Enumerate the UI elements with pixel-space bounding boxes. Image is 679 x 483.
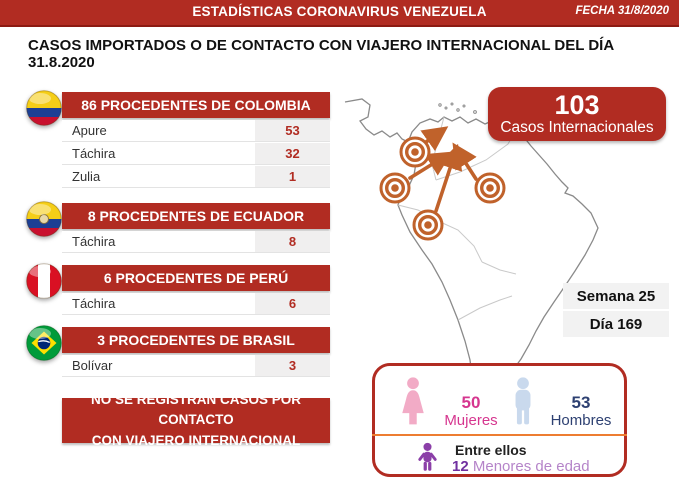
man-icon [509, 376, 537, 431]
case-count: 53 [255, 120, 330, 141]
state-name: Táchira [72, 296, 116, 311]
brasil-flag-icon [26, 325, 62, 361]
minors-label: Menores de edad [472, 458, 590, 475]
table-row: Zulia 1 [62, 166, 330, 188]
case-count: 32 [255, 143, 330, 164]
no-contact-note: NO SE REGISTRAN CASOS POR CONTACTO CON V… [62, 392, 330, 448]
central-america-outline [344, 98, 409, 143]
top-bar: ESTADÍSTICAS CORONAVIRUS VENEZUELA FECHA… [0, 0, 679, 27]
peru-section-header: 6 PROCEDENTES DE PERÚ [62, 265, 330, 291]
brasil-section-header: 3 PROCEDENTES DE BRASIL [62, 327, 330, 353]
week-box: Semana 25 [563, 283, 669, 309]
page-title: ESTADÍSTICAS CORONAVIRUS VENEZUELA [192, 4, 487, 19]
state-name: Bolívar [72, 358, 113, 373]
case-count: 1 [255, 166, 330, 187]
note-line2: CON VIAJERO INTERNACIONAL [91, 432, 301, 448]
minors-line: 12 Menores de edad [452, 458, 590, 475]
state-name: Apure [72, 123, 107, 138]
divider [372, 434, 627, 436]
case-count: 8 [255, 231, 330, 252]
table-row: Apure 53 [62, 120, 330, 142]
child-icon [417, 442, 438, 477]
women-label: Mujeres [444, 412, 498, 429]
south-america-map [344, 98, 599, 376]
table-row: Bolívar 3 [62, 355, 330, 377]
minors-count: 12 [452, 458, 469, 475]
table-row: Táchira 6 [62, 293, 330, 315]
subtitle: CASOS IMPORTADOS O DE CONTACTO CON VIAJE… [28, 37, 614, 71]
ecuador-flag-icon [26, 201, 62, 237]
date-label: FECHA 31/8/2020 [575, 5, 669, 17]
international-cases-label: Casos Internacionales [500, 119, 654, 137]
international-cases-count: 103 [554, 90, 600, 120]
case-count: 3 [255, 355, 330, 376]
travel-arrow-icon [408, 126, 478, 213]
men-count: 53 [571, 393, 591, 412]
case-count: 6 [255, 293, 330, 314]
state-name: Táchira [72, 146, 116, 161]
women-count: 50 [461, 393, 481, 412]
note-line1: NO SE REGISTRAN CASOS POR CONTACTO [90, 392, 302, 428]
origin-bullseye-icon [379, 136, 506, 241]
ecuador-section-header: 8 PROCEDENTES DE ECUADOR [62, 203, 330, 229]
woman-icon [399, 376, 427, 431]
state-name: Táchira [72, 234, 116, 249]
south-america-outline [397, 116, 599, 376]
day-box: Día 169 [563, 311, 669, 337]
table-row: Táchira 8 [62, 231, 330, 253]
colombia-flag-icon [26, 90, 62, 126]
state-name: Zulia [72, 169, 101, 184]
men-label: Hombres [550, 412, 612, 429]
colombia-section-header: 86 PROCEDENTES DE COLOMBIA [62, 92, 330, 118]
demographics-box: 50 Mujeres 53 Hombres Entre ellos [372, 363, 627, 477]
among-label: Entre ellos [455, 442, 527, 458]
peru-flag-icon [26, 263, 62, 299]
table-row: Táchira 32 [62, 143, 330, 165]
international-cases-badge: 103 Casos Internacionales [488, 87, 666, 141]
